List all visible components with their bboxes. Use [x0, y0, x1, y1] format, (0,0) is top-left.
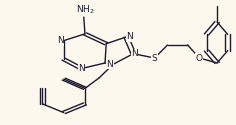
Text: S: S — [152, 54, 157, 62]
Text: NH$_2$: NH$_2$ — [76, 3, 94, 16]
Text: O: O — [196, 54, 203, 62]
Text: N: N — [78, 64, 85, 73]
Text: N: N — [126, 32, 133, 41]
Text: N: N — [57, 36, 64, 45]
Text: N: N — [106, 60, 113, 69]
Text: N: N — [131, 49, 138, 58]
